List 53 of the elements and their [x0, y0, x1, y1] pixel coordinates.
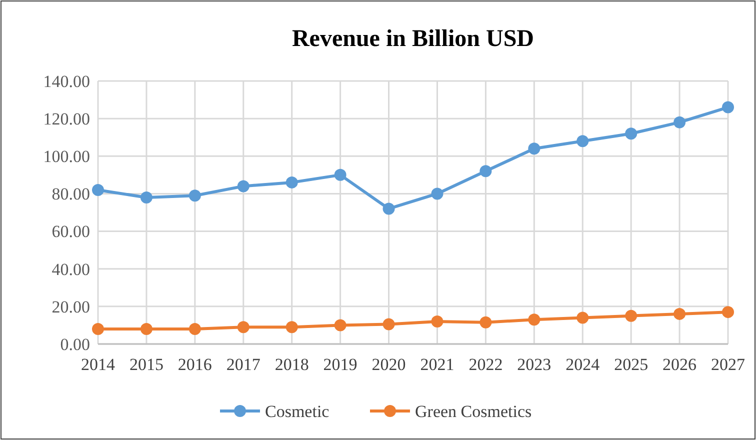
y-tick-label: 140.00 — [43, 72, 90, 91]
point — [480, 316, 492, 328]
point — [431, 188, 444, 200]
legend-label: Cosmetic — [265, 402, 330, 421]
point — [188, 190, 201, 202]
x-tick-label: 2027 — [711, 355, 746, 374]
y-tick-label: 60.00 — [52, 222, 90, 242]
y-tick-label: 100.00 — [43, 147, 90, 166]
x-tick-label: 2022 — [468, 355, 503, 374]
point — [92, 184, 104, 196]
x-tick-label: 2026 — [662, 355, 697, 374]
legend-label: Green Cosmetics — [415, 402, 532, 421]
y-tick-label: 120.00 — [43, 110, 90, 129]
x-tick-label: 2024 — [566, 355, 600, 374]
x-tick-label: 2021 — [420, 355, 454, 374]
point — [382, 318, 395, 330]
point — [237, 321, 250, 334]
y-tick-label: 80.00 — [52, 184, 90, 204]
point — [576, 312, 589, 324]
x-tick-label: 2017 — [226, 355, 261, 374]
point — [382, 202, 395, 215]
x-tick-label: 2019 — [323, 355, 358, 374]
point — [237, 180, 250, 192]
point — [140, 322, 152, 335]
point — [528, 142, 540, 155]
point — [528, 314, 540, 326]
point — [188, 322, 201, 335]
x-tick-label: 2015 — [129, 355, 164, 374]
point — [140, 191, 152, 204]
y-tick-label: 20.00 — [52, 297, 90, 316]
x-tick-label: 2016 — [178, 355, 212, 374]
point — [334, 168, 346, 181]
point — [576, 135, 589, 148]
point — [625, 310, 638, 322]
point — [286, 321, 298, 334]
x-tick-label: 2014 — [81, 355, 116, 374]
point — [625, 128, 638, 140]
x-tick-label: 2020 — [372, 355, 406, 374]
point — [480, 165, 492, 178]
point — [674, 116, 686, 128]
point — [92, 322, 104, 335]
point — [722, 306, 734, 318]
point — [431, 315, 444, 328]
x-tick-label: 2018 — [274, 355, 309, 374]
point — [334, 319, 346, 332]
point — [286, 176, 298, 188]
point — [722, 101, 734, 114]
x-tick-label: 2025 — [614, 355, 648, 374]
point — [674, 308, 686, 320]
y-tick-label: 40.00 — [52, 260, 90, 279]
y-tick-label: 0.00 — [60, 334, 90, 354]
x-tick-label: 2023 — [517, 355, 552, 374]
chart-title: Revenue in Billion USD — [292, 26, 534, 52]
